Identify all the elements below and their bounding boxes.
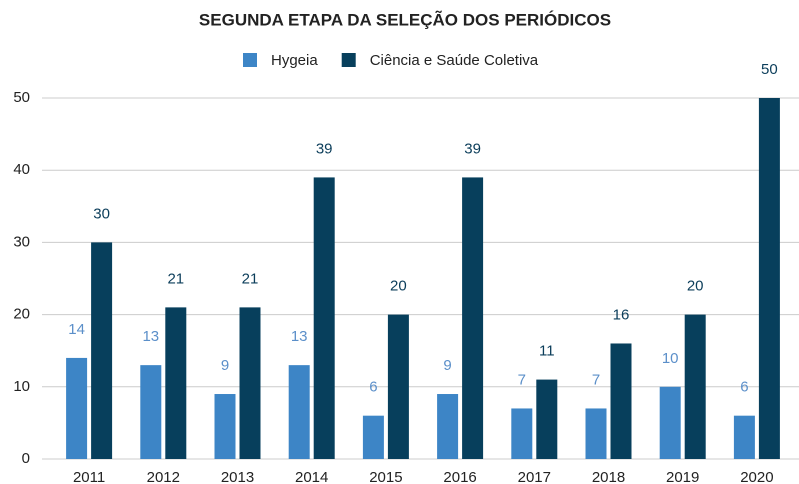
- data-label: 16: [613, 306, 630, 323]
- data-label: 9: [221, 357, 229, 374]
- data-label: 10: [662, 350, 679, 367]
- bar: [659, 386, 681, 459]
- bar: [585, 408, 607, 459]
- data-label: 7: [592, 371, 600, 388]
- x-tick-label: 2011: [73, 469, 105, 484]
- bar: [536, 379, 558, 459]
- data-label: 50: [761, 61, 778, 78]
- data-label: 39: [464, 140, 481, 157]
- y-tick-label: 20: [13, 306, 30, 323]
- bar: [313, 177, 335, 460]
- bar: [610, 343, 632, 459]
- bar: [288, 365, 310, 459]
- y-tick-label: 30: [13, 233, 30, 250]
- bar: [684, 314, 706, 459]
- data-label: 6: [369, 379, 377, 396]
- data-label: 9: [443, 357, 451, 374]
- bar: [437, 394, 459, 459]
- bar: [387, 314, 409, 459]
- data-label: 39: [316, 140, 333, 157]
- data-label: 30: [93, 205, 110, 222]
- x-tick-label: 2015: [369, 469, 402, 484]
- chart-title: SEGUNDA ETAPA DA SELEÇÃO DOS PERIÓDICOS: [199, 9, 611, 29]
- bar: [733, 415, 755, 459]
- x-tick-label: 2012: [147, 469, 180, 484]
- x-tick-label: 2019: [666, 469, 699, 484]
- y-tick-label: 50: [13, 89, 30, 106]
- data-label: 7: [518, 371, 526, 388]
- data-label: 11: [539, 343, 555, 360]
- data-label: 6: [740, 379, 748, 396]
- y-tick-label: 0: [22, 450, 30, 467]
- y-tick-label: 40: [13, 161, 30, 178]
- legend-label: Hygeia: [271, 52, 318, 69]
- bar: [165, 307, 187, 459]
- bar: [462, 177, 484, 460]
- y-tick-label: 10: [13, 378, 30, 395]
- legend-swatch: [341, 53, 356, 67]
- data-label: 20: [390, 278, 407, 295]
- x-tick-label: 2014: [295, 469, 328, 484]
- data-label: 14: [68, 321, 85, 338]
- bar: [511, 408, 533, 459]
- bar: [214, 394, 236, 459]
- x-tick-label: 2013: [221, 469, 254, 484]
- x-tick-label: 2017: [518, 469, 551, 484]
- bar: [91, 242, 113, 459]
- bar: [140, 365, 162, 459]
- x-tick-label: 2018: [592, 469, 625, 484]
- x-tick-label: 2016: [443, 469, 476, 484]
- data-label: 13: [291, 328, 308, 345]
- bar: [239, 307, 261, 459]
- bar: [758, 98, 780, 459]
- data-label: 21: [167, 270, 184, 287]
- legend-swatch: [243, 53, 257, 67]
- legend-label: Ciência e Saúde Coletiva: [370, 52, 539, 69]
- x-tick-label: 2020: [740, 469, 773, 484]
- bar: [66, 357, 88, 459]
- data-label: 13: [142, 328, 159, 345]
- bar: [362, 415, 384, 459]
- data-label: 20: [687, 278, 704, 295]
- data-label: 21: [242, 270, 259, 287]
